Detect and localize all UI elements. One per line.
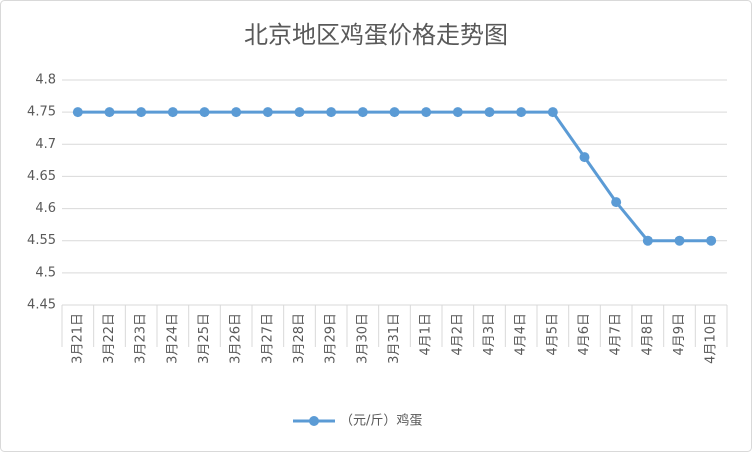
x-tick-label: 4月6日 [577,313,592,356]
point [72,107,83,118]
x-tick-label: 3月27日 [260,313,275,364]
x-tick-label: 4月2日 [450,313,465,356]
x-tick-label: 3月25日 [197,313,212,364]
point [262,107,273,118]
point [579,152,590,163]
y-tick-label: 4.6 [35,201,56,216]
x-tick-label: 3月26日 [229,313,244,364]
point [642,235,653,246]
point [484,107,495,118]
point [104,107,115,118]
x-tick-label: 3月28日 [292,313,307,364]
x-tick-label: 4月10日 [704,313,719,364]
point [136,107,147,118]
x-tick-label: 4月1日 [419,313,434,356]
x-tick-label: 3月22日 [102,313,117,364]
x-tick-label: 3月29日 [324,313,339,364]
legend-marker [309,416,319,426]
x-tick-label: 4月3日 [482,313,497,356]
point [452,107,463,118]
x-tick-label: 4月8日 [640,313,655,356]
point [421,107,432,118]
point [516,107,527,118]
point [294,107,305,118]
point [706,235,717,246]
x-tick-label: 3月21日 [70,313,85,364]
point [547,107,558,118]
y-tick-label: 4.7 [35,137,56,152]
legend-label: （元/斤）鸡蛋 [340,413,422,429]
x-tick-label: 3月31日 [387,313,402,364]
y-tick-label: 4.45 [27,298,56,313]
x-tick-label: 3月24日 [165,313,180,364]
x-tick-label: 4月4日 [514,313,529,356]
x-tick-label: 4月9日 [672,313,687,356]
point [389,107,400,118]
x-tick-label: 4月5日 [545,313,560,356]
point [167,107,178,118]
y-tick-label: 4.8 [35,73,56,88]
y-tick-label: 4.65 [27,169,56,184]
x-tick-label: 4月7日 [609,313,624,356]
chart-title: 北京地区鸡蛋价格走势图 [244,21,508,49]
point [231,107,242,118]
point [199,107,210,118]
x-tick-label: 3月30日 [355,313,370,364]
point [611,197,622,208]
y-tick-label: 4.55 [27,233,56,248]
x-tick-label: 3月23日 [134,313,149,364]
point [357,107,368,118]
point [326,107,337,118]
point [674,235,685,246]
y-tick-label: 4.5 [35,265,56,280]
y-tick-label: 4.75 [27,105,56,120]
